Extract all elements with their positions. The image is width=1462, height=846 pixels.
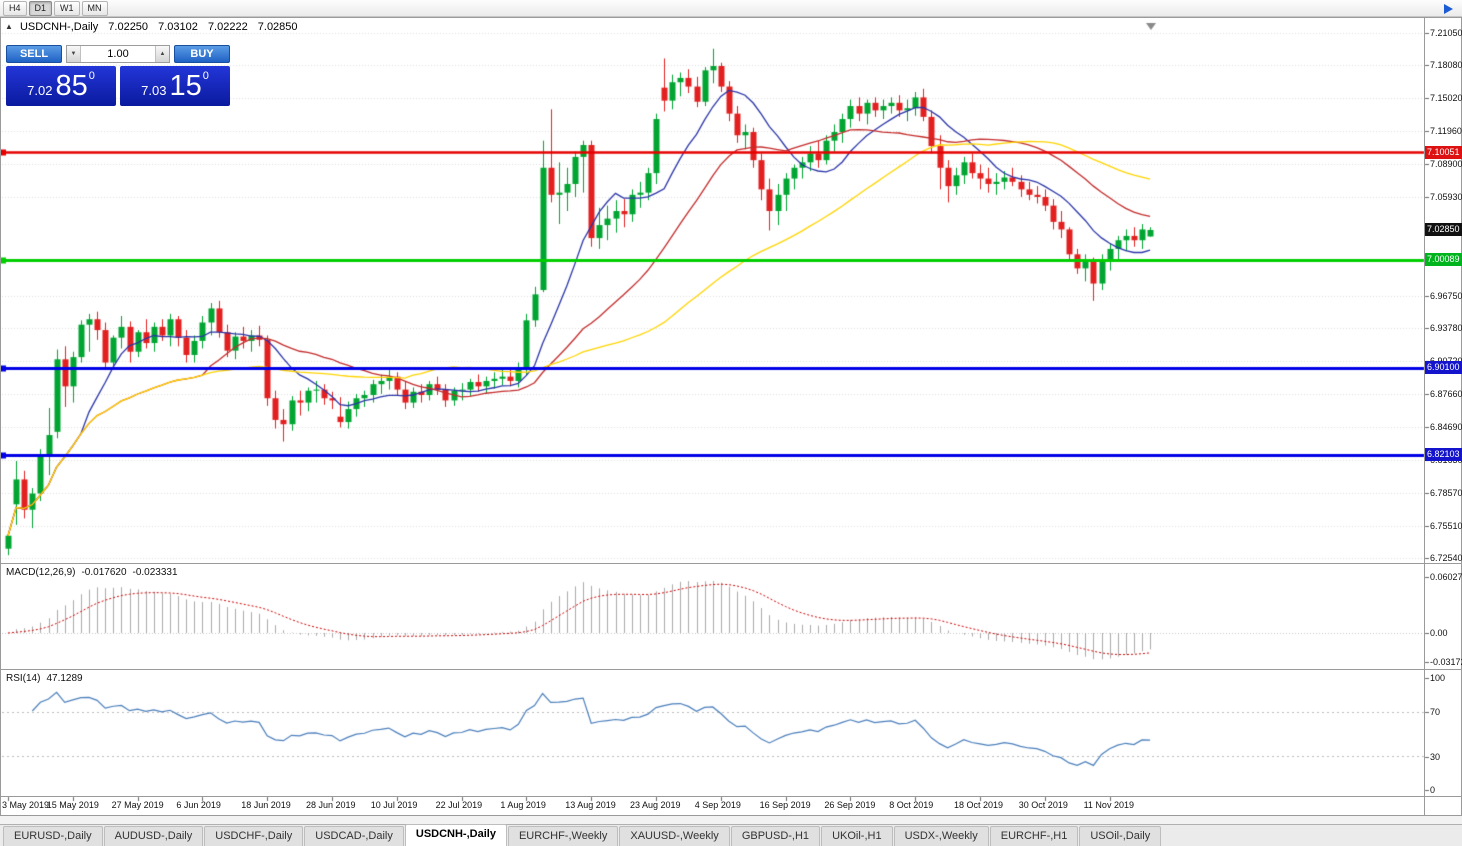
chart-tab-usdchf-daily[interactable]: USDCHF-,Daily — [204, 826, 304, 846]
rsi-indicator-label: RSI(14) 47.1289 — [6, 673, 83, 684]
macd-signal-value: -0.023331 — [132, 567, 178, 578]
timeframe-button-mn[interactable]: MN — [81, 0, 108, 16]
chart-tab-ukoil-h1[interactable]: UKOil-,H1 — [821, 826, 893, 846]
lot-size-group: ▼ 1.00 ▲ — [66, 45, 170, 63]
sell-price-main: 7.02 — [27, 82, 53, 98]
chart-tab-usdcnh-daily[interactable]: USDCNH-,Daily — [404, 824, 507, 846]
chart-tab-eurchf-h1[interactable]: EURCHF-,H1 — [989, 826, 1079, 846]
chart-tab-usdcad-daily[interactable]: USDCAD-,Daily — [304, 826, 404, 846]
timeframe-button-h4[interactable]: H4 — [3, 0, 27, 16]
ohlc-high: 7.03102 — [158, 21, 198, 33]
sell-button[interactable]: SELL — [6, 45, 62, 63]
lot-decrease-icon[interactable]: ▼ — [67, 46, 81, 62]
buy-price-pips: 15 — [169, 70, 202, 102]
rsi-value: 47.1289 — [46, 673, 83, 684]
sell-price-pips: 85 — [55, 70, 88, 102]
buy-price-display[interactable]: 7.03 15 0 — [120, 66, 230, 106]
sell-price-display[interactable]: 7.02 85 0 — [6, 66, 116, 106]
horizontal-scrollbar[interactable] — [0, 816, 1462, 824]
one-click-toggle-icon[interactable]: ▲ — [5, 22, 13, 31]
chart-tabs-bar: EURUSD-,Daily AUDUSD-,Daily USDCHF-,Daily U… — [0, 824, 1462, 846]
buy-button[interactable]: BUY — [174, 45, 230, 63]
lot-increase-icon[interactable]: ▲ — [155, 46, 169, 62]
chart-tab-usoil-daily[interactable]: USOil-,Daily — [1079, 826, 1162, 846]
sell-price-sub: 0 — [88, 70, 95, 82]
chart-header: ▲ USDCNH-,Daily 7.02250 7.03102 7.02222 … — [5, 21, 298, 33]
ohlc-close: 7.02850 — [257, 21, 298, 33]
chart-tab-gbpusd-h1[interactable]: GBPUSD-,H1 — [730, 826, 821, 846]
chart-tab-xauusd-weekly[interactable]: XAUUSD-,Weekly — [619, 826, 730, 846]
timeframe-toolbar: H4 D1 W1 MN — [0, 0, 1462, 17]
macd-title: MACD(12,26,9) — [6, 567, 76, 578]
lot-size-input[interactable]: 1.00 — [107, 48, 129, 60]
chart-tab-eurchf-weekly[interactable]: EURCHF-,Weekly — [507, 826, 619, 846]
buy-price-sub: 0 — [202, 70, 209, 82]
buy-price-main: 7.03 — [141, 82, 167, 98]
chart-tab-usdx-weekly[interactable]: USDX-,Weekly — [893, 826, 989, 846]
toolbar-app-icon[interactable] — [1444, 4, 1453, 14]
one-click-trading-panel: SELL ▼ 1.00 ▲ BUY 7.02 85 0 7.03 15 0 — [6, 45, 230, 106]
ohlc-open: 7.02250 — [108, 21, 149, 33]
timeframe-button-d1[interactable]: D1 — [28, 0, 53, 16]
symbol-label: USDCNH-,Daily — [19, 21, 99, 33]
timeframe-button-w1[interactable]: W1 — [54, 0, 80, 16]
rsi-title: RSI(14) — [6, 673, 41, 684]
macd-value: -0.017620 — [81, 567, 127, 578]
macd-indicator-label: MACD(12,26,9) -0.017620 -0.023331 — [6, 567, 178, 578]
timeframe-buttons: H4 D1 W1 MN — [3, 0, 110, 16]
chart-tab-eurusd-daily[interactable]: EURUSD-,Daily — [3, 826, 103, 846]
ohlc-low: 7.02222 — [207, 21, 248, 33]
chart-tab-audusd-daily[interactable]: AUDUSD-,Daily — [103, 826, 204, 846]
